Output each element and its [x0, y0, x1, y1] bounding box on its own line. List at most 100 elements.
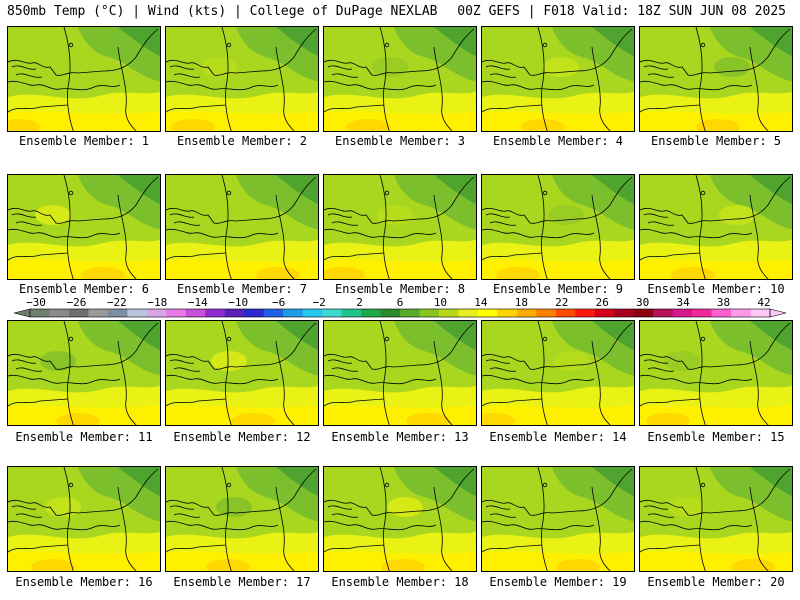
ensemble-member-map: [7, 26, 161, 132]
colorbar-tick-label: 14: [474, 296, 488, 309]
ensemble-member-map: [323, 26, 477, 132]
colorbar-swatch: [575, 309, 596, 317]
temperature-field: [482, 27, 634, 131]
colorbar-swatch: [283, 309, 304, 317]
colorbar-tick-label: −22: [107, 296, 127, 309]
member-label: Ensemble Member: 6: [18, 282, 150, 296]
colorbar-tick-label: −14: [188, 296, 208, 309]
ensemble-member-map: [323, 320, 477, 426]
colorbar-swatch: [49, 309, 70, 317]
colorbar-swatch: [322, 309, 343, 317]
member-label: Ensemble Member: 19: [489, 575, 627, 589]
member-label: Ensemble Member: 20: [647, 575, 785, 589]
ensemble-member-map: [7, 174, 161, 280]
colorbar-swatch: [244, 309, 265, 317]
member-label: Ensemble Member: 9: [492, 282, 624, 296]
colorbar-swatch: [711, 309, 732, 317]
map-title: 850mb Temp (°C) | Wind (kts) | College o…: [7, 4, 438, 19]
colorbar-tick-label: 6: [397, 296, 404, 309]
ensemble-member-map: [481, 174, 635, 280]
ensemble-member-map: [639, 320, 793, 426]
ensemble-member-map: [481, 320, 635, 426]
member-label: Ensemble Member: 17: [173, 575, 311, 589]
colorbar-tick-label: −2: [312, 296, 325, 309]
ensemble-member-map: [323, 466, 477, 572]
colorbar-swatch: [633, 309, 654, 317]
temperature-field: [482, 467, 634, 571]
colorbar-swatch: [692, 309, 713, 317]
colorbar-swatch: [516, 309, 537, 317]
ensemble-member-map: [165, 26, 319, 132]
ensemble-member-map: [639, 26, 793, 132]
colorbar-swatch: [438, 309, 459, 317]
temperature-field: [324, 175, 476, 279]
colorbar-tick-label: 38: [717, 296, 730, 309]
colorbar-swatch: [88, 309, 109, 317]
colorbar-tick-label: 10: [434, 296, 447, 309]
colorbar-tick-label: −18: [147, 296, 167, 309]
colorbar-swatch: [224, 309, 245, 317]
colorbar-swatch: [458, 309, 479, 317]
colorbar-swatch: [614, 309, 635, 317]
member-label: Ensemble Member: 14: [489, 430, 627, 444]
colorbar-min-arrow: [13, 308, 31, 318]
member-label: Ensemble Member: 16: [15, 575, 153, 589]
colorbar-tick-label: −30: [26, 296, 46, 309]
member-label: Ensemble Member: 3: [334, 134, 466, 148]
ensemble-member-map: [165, 174, 319, 280]
temperature-field: [166, 321, 318, 425]
temperature-field: [166, 175, 318, 279]
temperature-field: [8, 467, 160, 571]
colorbar-swatch: [536, 309, 557, 317]
colorbar-max-arrow: [769, 308, 787, 318]
colorbar-swatch: [341, 309, 362, 317]
temperature-field: [8, 175, 160, 279]
colorbar-swatch: [477, 309, 498, 317]
ensemble-member-map: [481, 466, 635, 572]
colorbar-swatch: [361, 309, 382, 317]
member-label: Ensemble Member: 2: [176, 134, 308, 148]
temperature-field: [8, 27, 160, 131]
colorbar-swatch: [127, 309, 148, 317]
colorbar-tick-label: 18: [515, 296, 528, 309]
colorbar-swatch: [68, 309, 89, 317]
member-label: Ensemble Member: 8: [334, 282, 466, 296]
ensemble-member-map: [7, 320, 161, 426]
colorbar-swatch: [302, 309, 323, 317]
colorbar-swatch: [594, 309, 615, 317]
member-label: Ensemble Member: 12: [173, 430, 311, 444]
colorbar-swatch: [166, 309, 187, 317]
temperature-field: [640, 467, 792, 571]
colorbar-swatch: [731, 309, 752, 317]
colorbar-swatch: [653, 309, 674, 317]
temperature-field: [640, 175, 792, 279]
colorbar-swatch: [400, 309, 420, 317]
colorbar-swatch: [419, 309, 440, 317]
colorbar-swatch: [146, 309, 167, 317]
member-label: Ensemble Member: 11: [15, 430, 153, 444]
colorbar-swatch: [263, 309, 284, 317]
colorbar-swatch: [205, 309, 226, 317]
temperature-field: [324, 321, 476, 425]
member-label: Ensemble Member: 7: [176, 282, 308, 296]
colorbar-swatch: [555, 309, 576, 317]
colorbar-tick-label: 42: [757, 296, 770, 309]
member-label: Ensemble Member: 1: [18, 134, 150, 148]
ensemble-member-map: [165, 320, 319, 426]
member-label: Ensemble Member: 10: [647, 282, 785, 296]
temperature-field: [482, 321, 634, 425]
colorbar-tick-label: −26: [67, 296, 87, 309]
colorbar-tick-label: 2: [356, 296, 363, 309]
colorbar-swatch: [185, 309, 206, 317]
colorbar-tick-label: 26: [596, 296, 609, 309]
colorbar-swatch: [30, 309, 50, 317]
member-label: Ensemble Member: 5: [650, 134, 782, 148]
valid-time: 00Z GEFS | F018 Valid: 18Z SUN JUN 08 20…: [457, 4, 786, 19]
ensemble-member-map: [639, 466, 793, 572]
colorbar-swatch: [750, 309, 771, 317]
colorbar-swatch: [497, 309, 518, 317]
member-label: Ensemble Member: 4: [492, 134, 624, 148]
temperature-field: [640, 321, 792, 425]
temperature-field: [8, 321, 160, 425]
colorbar-tick-label: 30: [636, 296, 649, 309]
